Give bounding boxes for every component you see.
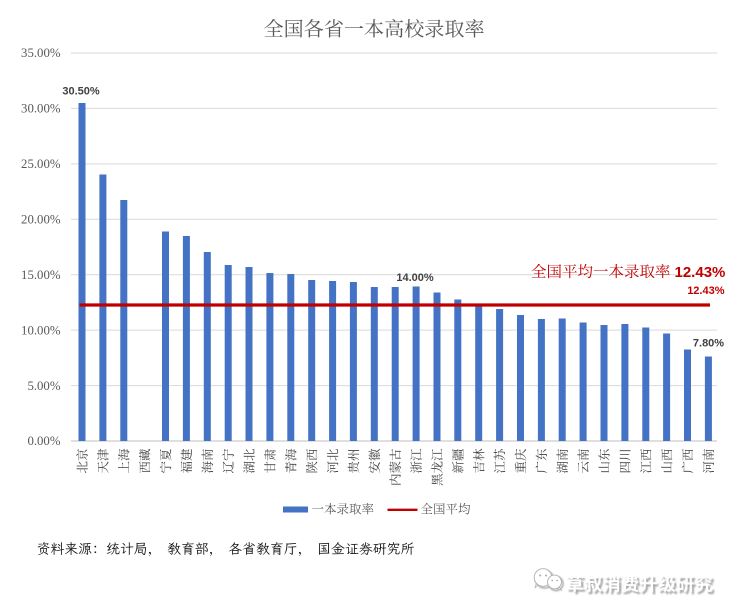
svg-text:10.00%: 10.00% [21, 323, 61, 337]
svg-text:35.00%: 35.00% [21, 46, 61, 60]
svg-text:7.80%: 7.80% [693, 338, 724, 350]
svg-text:25.00%: 25.00% [21, 157, 61, 171]
svg-text:30.50%: 30.50% [62, 86, 100, 98]
svg-text:0.00%: 0.00% [27, 434, 60, 448]
svg-text:30.00%: 30.00% [21, 102, 61, 116]
svg-text:20.00%: 20.00% [21, 213, 61, 227]
svg-text:15.00%: 15.00% [21, 268, 61, 282]
svg-text:14.00%: 14.00% [396, 272, 434, 284]
svg-text:12.43%: 12.43% [687, 285, 725, 297]
svg-text:12.43%: 12.43% [675, 264, 726, 281]
svg-text:5.00%: 5.00% [27, 379, 60, 393]
